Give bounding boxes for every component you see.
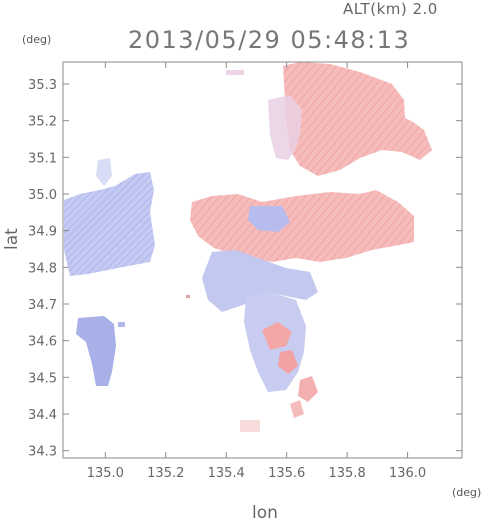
echo-cell-west-fringe (96, 158, 112, 186)
echo-cell-southwest (76, 316, 116, 386)
echo-field (64, 62, 432, 432)
x-axis: 135.0 135.2 135.4 135.6 135.8 136.0 (87, 62, 426, 481)
y-tick-label: 34.4 (28, 408, 57, 423)
y-tick-label: 35.0 (28, 188, 57, 203)
plot-frame (62, 61, 463, 459)
echo-cell-west (64, 172, 155, 276)
echo-cell-central-core (248, 206, 290, 232)
x-axis-title: lon (252, 503, 278, 523)
altitude-label: ALT(km) 2.0 (343, 0, 438, 18)
x-tick-label: 135.4 (208, 466, 245, 481)
y-tick-label: 34.7 (28, 298, 57, 313)
x-tick-label: 135.0 (87, 466, 124, 481)
echo-speck (186, 295, 190, 298)
y-tick-label: 35.1 (28, 151, 57, 166)
echo-cell-south-red-1 (262, 322, 292, 350)
echo-cell-central-south (202, 250, 318, 312)
echo-speck (118, 322, 125, 327)
y-axis: 34.3 34.4 34.5 34.6 34.7 34.8 34.9 35.0 35.1 35.2… (28, 78, 462, 460)
echo-cell-northeast (283, 62, 432, 176)
echo-cell-central (190, 190, 414, 262)
x-tick-label: 136.0 (389, 466, 426, 481)
y-tick-label: 34.9 (28, 225, 57, 240)
y-tick-label: 34.8 (28, 261, 57, 276)
x-tick-label: 135.2 (147, 466, 184, 481)
y-tick-label: 34.5 (28, 371, 57, 386)
y-tick-label: 35.3 (28, 78, 57, 93)
echo-cell-south-red-2 (278, 350, 298, 374)
y-tick-label: 34.6 (28, 335, 57, 350)
echo-cell-south-red-4 (290, 400, 304, 418)
y-tick-label: 35.2 (28, 115, 57, 130)
x-tick-label: 135.6 (268, 466, 305, 481)
echo-cell-northeast-inner (268, 95, 302, 160)
y-tick-label: 34.3 (28, 445, 57, 460)
echo-speck (240, 420, 260, 432)
echo-cell-south-red-3 (298, 376, 318, 402)
lat-unit-label: (deg) (22, 33, 52, 46)
echo-speck (226, 70, 244, 75)
x-tick-label: 135.8 (329, 466, 366, 481)
timestamp-title: 2013/05/29 05:48:13 (128, 26, 411, 54)
lon-unit-label: (deg) (452, 486, 482, 499)
